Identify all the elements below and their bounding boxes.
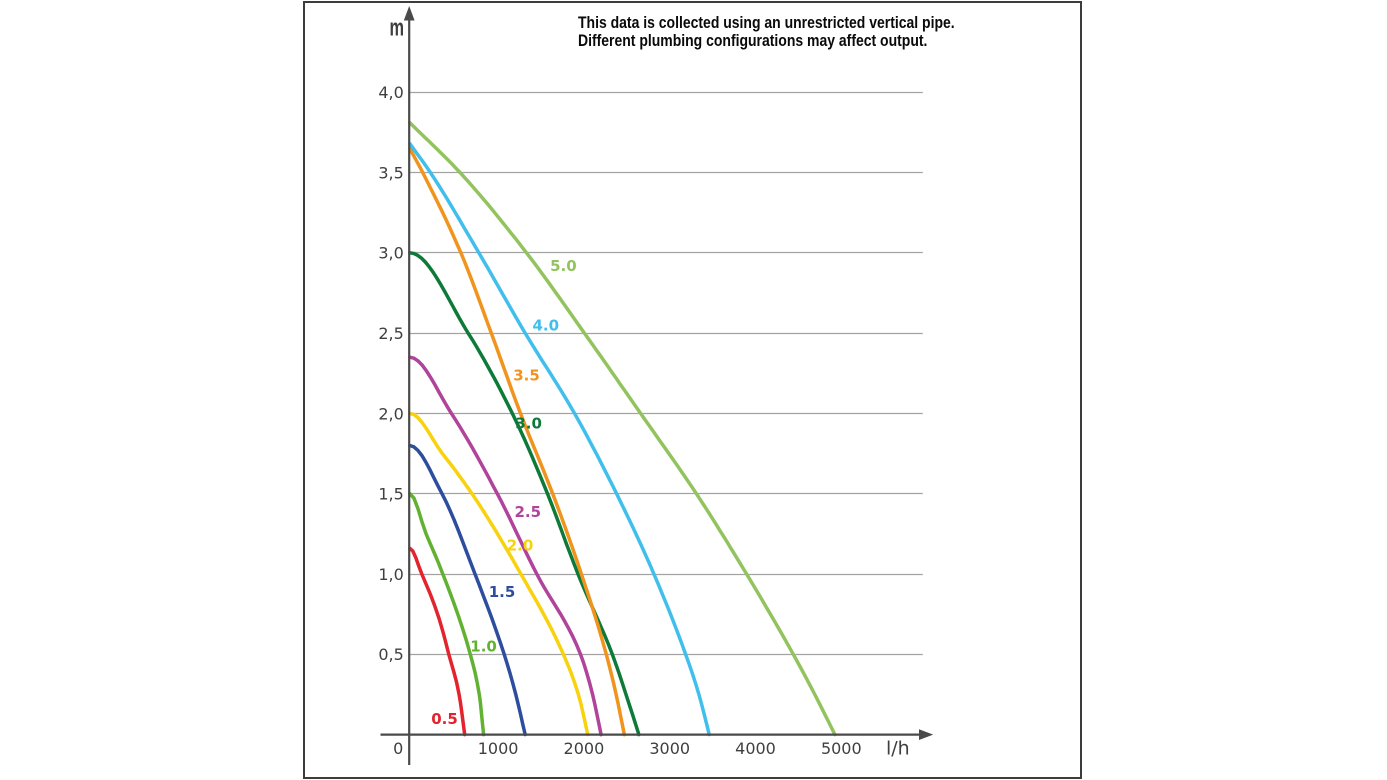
- curve-label-0.5: 0.5: [431, 710, 458, 728]
- x-axis-unit: l/h: [886, 738, 910, 760]
- x-tick-label: 1000: [478, 739, 519, 758]
- note-line-2: Different plumbing configurations may af…: [577, 32, 927, 51]
- curve-3.5: [408, 146, 627, 737]
- y-axis-unit: m: [389, 14, 404, 41]
- curve-label-1.0: 1.0: [470, 638, 497, 656]
- gridlines: [409, 91, 923, 656]
- y-tick-label: 2,0: [378, 404, 403, 423]
- curve-3.0: [408, 251, 641, 737]
- x-tick-label: 2000: [564, 739, 605, 758]
- y-tick-labels: 0,5 1,0 1,5 2,0 2,5 3,0 3,5 4,0: [378, 83, 403, 664]
- curve-0.5: [408, 546, 467, 737]
- y-tick-label: 3,5: [378, 163, 403, 182]
- y-tick-label: 1,0: [378, 565, 403, 584]
- axes: [380, 6, 934, 765]
- y-tick-label: 1,5: [378, 485, 403, 504]
- curve-labels: 0.5 1.0 1.5 2.0 2.5 3.0 3.5 4.0 5.0: [431, 257, 576, 728]
- note-line-1: This data is collected using an unrestri…: [577, 14, 955, 32]
- curve-4.0: [408, 141, 711, 737]
- y-tick-label: 3,0: [378, 244, 403, 263]
- y-tick-label: 4,0: [378, 83, 403, 102]
- curve-label-2.0: 2.0: [507, 536, 534, 554]
- y-tick-label: 0,5: [378, 645, 403, 664]
- curve-label-3.5: 3.5: [513, 366, 540, 384]
- x-tick-label: 3000: [649, 739, 690, 758]
- x-tick-label: 5000: [821, 739, 862, 758]
- chart-note: This data is collected using an unrestri…: [578, 14, 955, 51]
- curve-1.0: [408, 491, 486, 737]
- curve-5.0: [408, 120, 837, 737]
- x-tick-label: 4000: [735, 739, 776, 758]
- y-axis-arrow: [403, 6, 415, 21]
- curve-label-5.0: 5.0: [550, 257, 577, 275]
- curve-label-3.0: 3.0: [515, 414, 542, 432]
- curve-2.0: [408, 411, 590, 737]
- x-tick-labels: 0 1000 2000 3000 4000 5000: [393, 739, 862, 758]
- chart-frame: [303, 1, 1082, 779]
- y-tick-label: 2,5: [378, 324, 403, 343]
- x-tick-label: 0: [393, 739, 403, 758]
- x-axis-arrow: [919, 729, 934, 740]
- curve-1.5: [408, 443, 527, 737]
- curve-label-2.5: 2.5: [514, 503, 541, 521]
- curve-label-1.5: 1.5: [489, 583, 516, 601]
- curve-2.5: [408, 355, 603, 737]
- curve-label-4.0: 4.0: [533, 316, 560, 334]
- curves: [408, 120, 837, 737]
